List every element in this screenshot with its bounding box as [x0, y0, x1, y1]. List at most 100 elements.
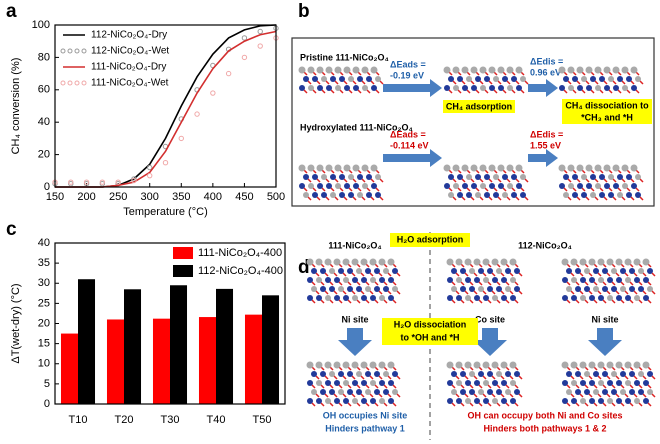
atom	[465, 295, 471, 301]
legend-label: 111-NiCo₂O₄-400	[198, 247, 282, 259]
atom	[333, 258, 341, 266]
atom	[317, 183, 323, 189]
atom	[562, 380, 568, 386]
atom	[361, 66, 369, 74]
atom	[625, 398, 631, 404]
atom	[516, 183, 522, 189]
atom	[497, 164, 505, 172]
atom	[642, 361, 650, 369]
bar	[216, 288, 234, 404]
atom	[624, 361, 632, 369]
y-tick-label: 40	[38, 116, 50, 128]
atom	[316, 66, 324, 74]
atom	[590, 192, 596, 198]
atom	[343, 164, 351, 172]
crystal-structure	[443, 164, 529, 201]
atom	[603, 164, 611, 172]
atom	[602, 371, 608, 377]
atom	[624, 258, 632, 266]
atom	[629, 286, 635, 292]
atom	[307, 295, 313, 301]
atom	[580, 295, 586, 301]
atom	[374, 389, 380, 395]
atom	[617, 192, 623, 198]
atom	[307, 66, 315, 74]
atom	[452, 164, 460, 172]
atom	[606, 258, 614, 266]
atom	[483, 380, 489, 386]
atom	[571, 295, 577, 301]
atom	[505, 286, 511, 292]
atom	[514, 371, 520, 377]
atom	[558, 66, 566, 74]
atom	[325, 277, 331, 283]
atom	[509, 361, 517, 369]
atom	[356, 286, 362, 292]
atom	[602, 268, 608, 274]
atom	[633, 258, 641, 266]
atom	[299, 85, 305, 91]
atom	[488, 66, 496, 74]
data-point	[68, 181, 74, 187]
atom	[465, 380, 471, 386]
panel-label: c	[6, 219, 17, 240]
atom	[586, 183, 592, 189]
atom	[388, 295, 394, 301]
atom	[447, 295, 453, 301]
site-label: Ni site	[341, 314, 368, 324]
x-tick-label: 300	[141, 191, 159, 203]
atom	[478, 371, 484, 377]
atom	[343, 380, 349, 386]
atom	[469, 389, 475, 395]
atom	[571, 277, 577, 283]
atom	[356, 389, 362, 395]
atom	[487, 286, 493, 292]
atom	[510, 398, 516, 404]
crystal-structure	[561, 258, 656, 304]
atom	[365, 371, 371, 377]
atom	[306, 258, 314, 266]
atom	[453, 183, 459, 189]
atom	[466, 192, 472, 198]
atom	[505, 371, 511, 377]
arrow	[383, 79, 558, 167]
atom	[631, 183, 637, 189]
atom	[612, 66, 620, 74]
atom	[326, 183, 332, 189]
y-tick-label: 80	[38, 51, 50, 63]
atom	[478, 268, 484, 274]
atom	[597, 258, 605, 266]
atom	[581, 174, 587, 180]
crystal-structure	[298, 164, 384, 201]
row-label: Pristine 111-NiCo₂O₄	[300, 52, 389, 62]
atom	[374, 371, 380, 377]
atom	[484, 174, 490, 180]
atom	[471, 85, 477, 91]
atom	[507, 183, 513, 189]
bar	[262, 295, 280, 404]
atom	[307, 164, 315, 172]
atom	[446, 361, 454, 369]
y-tick-label: 10	[38, 358, 50, 370]
atom	[482, 361, 490, 369]
atom	[634, 398, 640, 404]
legend-marker	[67, 80, 73, 86]
crystal-structure	[561, 361, 656, 407]
atom	[383, 371, 389, 377]
atom	[312, 192, 318, 198]
atom	[462, 183, 468, 189]
atom	[469, 286, 475, 292]
atom	[343, 277, 349, 283]
atom	[315, 258, 323, 266]
atom	[625, 380, 631, 386]
atom	[643, 398, 649, 404]
panel-label: d	[298, 257, 310, 278]
atom	[330, 76, 336, 82]
atom	[366, 174, 372, 180]
atom	[347, 286, 353, 292]
atom	[607, 398, 613, 404]
atom	[465, 277, 471, 283]
step-label: CH₄ dissociation to	[565, 100, 649, 110]
atom	[316, 164, 324, 172]
atom	[447, 398, 453, 404]
